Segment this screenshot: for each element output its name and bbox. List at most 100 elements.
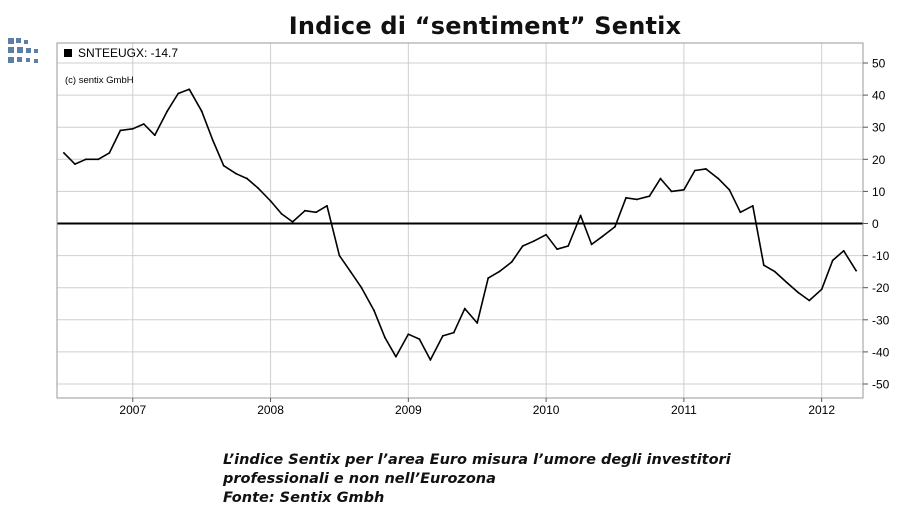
series-points bbox=[62, 88, 858, 361]
data-point bbox=[188, 88, 191, 91]
data-point bbox=[751, 204, 754, 207]
data-point bbox=[452, 331, 455, 334]
caption-line-2: professionali e non nell’Eurozona bbox=[223, 471, 496, 487]
data-point bbox=[556, 248, 559, 251]
data-point bbox=[590, 243, 593, 246]
data-point bbox=[694, 169, 696, 172]
logo-square bbox=[8, 57, 14, 63]
data-point bbox=[498, 270, 501, 273]
data-point bbox=[545, 233, 548, 236]
data-point bbox=[349, 270, 352, 273]
logo-square bbox=[8, 47, 14, 53]
data-point bbox=[705, 168, 707, 170]
data-point bbox=[142, 123, 145, 125]
data-point bbox=[200, 110, 203, 113]
logo-square bbox=[26, 58, 30, 62]
data-point bbox=[441, 334, 444, 337]
logo-square bbox=[17, 47, 23, 53]
y-tick-label: -20 bbox=[872, 281, 890, 295]
data-point bbox=[280, 212, 283, 215]
y-tick-label: -50 bbox=[872, 378, 890, 392]
data-point bbox=[429, 359, 432, 361]
caption-line-1: L’indice Sentix per l’area Euro misura l… bbox=[223, 452, 731, 468]
sentix-logo-icon bbox=[8, 38, 38, 63]
x-tick-label: 2011 bbox=[671, 403, 697, 417]
logo-square bbox=[26, 48, 31, 53]
data-point bbox=[338, 254, 341, 257]
data-point bbox=[360, 286, 363, 289]
data-point bbox=[659, 177, 662, 180]
data-point bbox=[636, 198, 638, 201]
x-tick-label: 2009 bbox=[395, 403, 422, 417]
y-tick-label: 40 bbox=[872, 89, 886, 103]
data-point bbox=[372, 309, 375, 312]
data-point bbox=[601, 235, 604, 238]
data-point bbox=[476, 322, 479, 324]
logo-square bbox=[34, 49, 38, 53]
data-point bbox=[510, 261, 513, 263]
chart-title: Indice di “sentiment” Sentix bbox=[288, 12, 682, 40]
data-point bbox=[648, 195, 651, 198]
y-tick-label: 50 bbox=[872, 57, 886, 71]
data-point bbox=[97, 158, 100, 161]
legend-label: SNTEEUGX: -14.7 bbox=[78, 46, 178, 60]
data-point bbox=[211, 139, 214, 141]
data-point bbox=[85, 158, 87, 161]
data-point bbox=[119, 129, 122, 132]
logo-square bbox=[34, 59, 38, 63]
x-tick-label: 2007 bbox=[119, 403, 146, 417]
data-point bbox=[728, 188, 731, 191]
data-point bbox=[418, 338, 421, 340]
x-tick-label: 2008 bbox=[257, 403, 284, 417]
logo-square bbox=[8, 38, 14, 44]
x-tick-label: 2012 bbox=[808, 403, 835, 417]
data-point bbox=[222, 164, 225, 167]
y-tick-label: 20 bbox=[872, 153, 886, 167]
data-point bbox=[246, 177, 249, 180]
data-point bbox=[463, 307, 466, 310]
x-axis: 2007 2008 2009 2010 2011 2012 bbox=[119, 398, 835, 417]
plot-background bbox=[57, 43, 863, 398]
data-point bbox=[62, 151, 65, 154]
data-point bbox=[269, 200, 272, 202]
data-point bbox=[682, 188, 685, 191]
y-tick-label: -40 bbox=[872, 345, 890, 359]
data-point bbox=[257, 187, 260, 190]
data-point bbox=[717, 177, 720, 180]
series-line bbox=[63, 88, 857, 361]
data-point bbox=[762, 264, 765, 267]
data-point bbox=[820, 288, 823, 291]
data-point bbox=[831, 259, 834, 262]
y-tick-label: 10 bbox=[872, 185, 886, 199]
data-point bbox=[384, 336, 386, 339]
data-point bbox=[291, 220, 294, 223]
data-point bbox=[166, 110, 169, 113]
data-point bbox=[153, 134, 156, 137]
data-point bbox=[521, 245, 524, 247]
data-point bbox=[670, 190, 673, 193]
data-point bbox=[739, 211, 742, 214]
y-tick-label: 30 bbox=[872, 121, 886, 135]
data-point bbox=[487, 277, 490, 279]
data-point bbox=[797, 291, 800, 294]
data-point bbox=[842, 249, 845, 252]
data-point bbox=[326, 204, 328, 207]
data-point bbox=[74, 163, 76, 166]
data-point bbox=[614, 225, 616, 228]
chart-caption: L’indice Sentix per l’area Euro misura l… bbox=[223, 451, 863, 508]
y-tick-label: 0 bbox=[872, 217, 879, 231]
y-axis: -50 -40 -30 -20 -10 0 10 20 30 40 50 bbox=[863, 57, 890, 392]
data-point bbox=[304, 209, 306, 212]
data-point bbox=[532, 240, 535, 243]
copyright-text: (c) sentix GmbH bbox=[65, 75, 134, 86]
data-point bbox=[395, 355, 397, 358]
data-point bbox=[625, 196, 627, 199]
logo-square bbox=[17, 57, 22, 62]
data-point bbox=[315, 211, 317, 214]
data-point bbox=[773, 270, 776, 273]
data-point bbox=[567, 245, 570, 247]
data-point bbox=[131, 127, 134, 130]
data-point bbox=[177, 92, 180, 95]
logo-square bbox=[16, 38, 21, 43]
